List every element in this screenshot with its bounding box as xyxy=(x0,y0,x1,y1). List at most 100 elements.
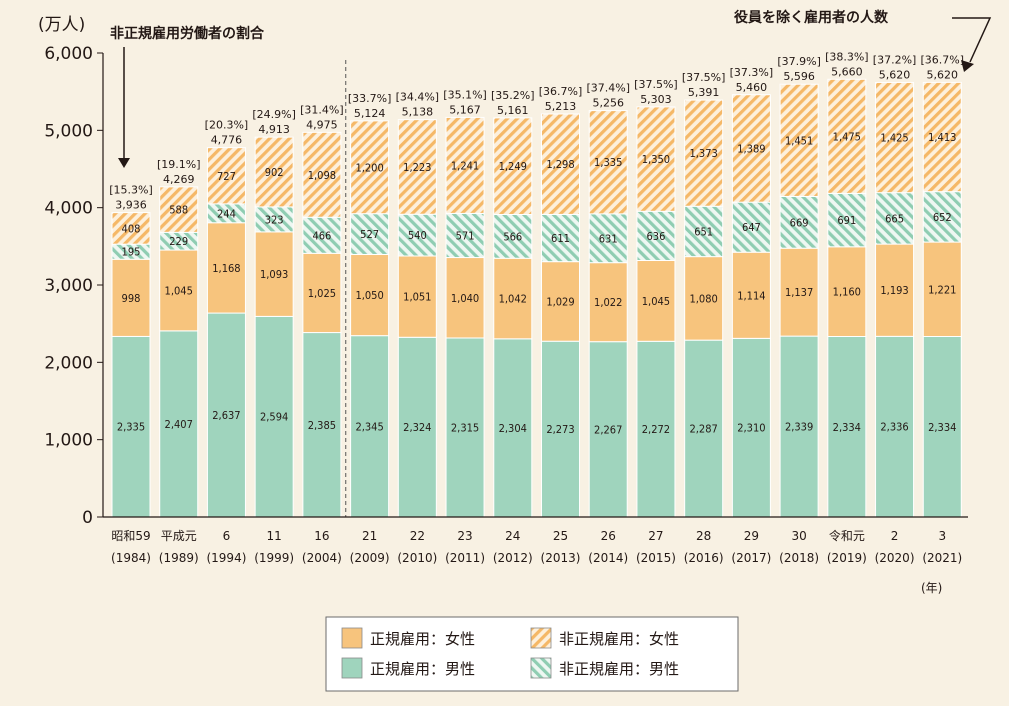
nonregular-ratio-label: [37.4%] xyxy=(586,82,630,95)
nonregular-ratio-label: [19.1%] xyxy=(157,158,201,171)
legend-swatch-nonreg-female xyxy=(530,627,552,649)
bar-segment-reg-male xyxy=(588,341,628,518)
bar-value-label: 2,339 xyxy=(785,421,813,434)
bar-value-label: 195 xyxy=(122,246,141,259)
bar-segment-nonreg-female xyxy=(731,94,771,203)
nonregular-ratio-label: [38.3%] xyxy=(825,50,869,63)
x-axis: 昭和59 (1984) 平成元 (1989) 6 (1994) 11 (1999) 16 (200… xyxy=(103,516,968,565)
bar-value-label: 540 xyxy=(408,229,427,242)
bar-value-label: 1,050 xyxy=(355,289,383,302)
legend-label: 正規雇用：女性 xyxy=(370,630,475,648)
bar-value-label: 611 xyxy=(551,232,570,245)
legend-label: 非正規雇用：女性 xyxy=(559,630,679,648)
bar-segment-nonreg-female xyxy=(588,110,628,215)
bar-value-label: 631 xyxy=(599,232,618,245)
bar-segment-nonreg-female xyxy=(302,131,342,218)
bar-segment-nonreg-female xyxy=(684,99,724,207)
y-tick-label: 2,000 xyxy=(44,353,93,373)
bar-segment-reg-female xyxy=(350,253,390,337)
bar-value-label: 1,425 xyxy=(880,132,908,145)
bar-value-label: 2,272 xyxy=(642,423,670,436)
bar-value-label: 1,022 xyxy=(594,296,622,309)
bar-value-label: 527 xyxy=(360,228,379,241)
bar-segment-reg-female xyxy=(397,255,437,338)
bar-value-label: 566 xyxy=(503,230,522,243)
bar-value-label: 1,042 xyxy=(499,293,527,306)
bar-segment-reg-female xyxy=(445,257,485,339)
x-category-label-year: (2015) xyxy=(636,551,676,565)
bar-segment-nonreg-female xyxy=(636,106,676,212)
y-tick-label: 6,000 xyxy=(44,44,93,64)
bar-segment-nonreg-female xyxy=(206,147,246,205)
total-label: 5,460 xyxy=(736,81,768,94)
nonregular-ratio-label: [35.1%] xyxy=(443,88,487,101)
y-unit-label: (万人) xyxy=(38,15,85,35)
bar-value-label: 2,273 xyxy=(546,423,574,436)
bar-value-label: 1,098 xyxy=(308,169,336,182)
bar-value-label: 1,029 xyxy=(546,295,574,308)
total-label: 5,161 xyxy=(497,104,529,117)
total-label: 5,660 xyxy=(831,65,863,78)
bar-value-label: 2,385 xyxy=(308,419,336,432)
bar-segment-reg-female xyxy=(159,249,199,332)
bar-value-label: 1,045 xyxy=(165,284,193,297)
bar-value-label: 571 xyxy=(456,229,475,242)
bar-value-label: 1,451 xyxy=(785,134,813,147)
x-category-label-era: 25 xyxy=(553,529,568,543)
x-category-label-era: 30 xyxy=(791,529,806,543)
legend-swatch-reg-female xyxy=(341,627,363,649)
x-category-label-year: (1999) xyxy=(254,551,294,565)
bar-segment-reg-male xyxy=(159,330,199,518)
total-label: 5,138 xyxy=(402,106,434,119)
x-category-label-year: (1984) xyxy=(111,551,151,565)
y-tick-label: 1,000 xyxy=(44,431,93,451)
bar-value-label: 1,373 xyxy=(690,147,718,160)
bar-value-label: 1,475 xyxy=(833,130,861,143)
bar-value-label: 1,413 xyxy=(928,131,956,144)
total-label: 4,975 xyxy=(306,118,338,131)
nonregular-ratio-label: [31.4%] xyxy=(300,103,344,116)
x-category-label-year: (1994) xyxy=(206,551,246,565)
bar-value-label: 1,025 xyxy=(308,287,336,300)
legend-label: 正規雇用：男性 xyxy=(370,660,475,678)
bar-value-label: 1,168 xyxy=(212,262,240,275)
bar-value-label: 1,249 xyxy=(499,160,527,173)
bar-segment-nonreg-male xyxy=(493,213,533,259)
bar-segment-nonreg-male xyxy=(636,210,676,261)
bar-segment-nonreg-female xyxy=(254,136,294,208)
total-label: 5,303 xyxy=(640,93,672,106)
x-category-label-year: (1989) xyxy=(159,551,199,565)
bar-value-label: 1,093 xyxy=(260,268,288,281)
nonregular-ratio-label: [36.7%] xyxy=(539,85,583,98)
x-category-label-era: 29 xyxy=(744,529,759,543)
x-category-label-year: (2020) xyxy=(875,551,915,565)
bar-segment-reg-female xyxy=(206,222,246,314)
bar-value-label: 2,324 xyxy=(403,421,431,434)
x-category-label-year: (2021) xyxy=(922,551,962,565)
bar-segment-reg-male xyxy=(397,336,437,518)
bar-segment-nonreg-male xyxy=(922,191,962,243)
x-category-label-era: 昭和59 xyxy=(111,529,150,543)
bar-segment-reg-female xyxy=(636,259,676,342)
bar-value-label: 1,241 xyxy=(451,159,479,172)
x-category-label-era: 28 xyxy=(696,529,711,543)
total-label: 5,213 xyxy=(545,100,577,113)
bar-segment-nonreg-male xyxy=(731,201,771,253)
legend-swatch-reg-male xyxy=(341,657,363,679)
nonregular-ratio-label: [36.7%] xyxy=(921,53,965,66)
nonregular-ratio-label: [15.3%] xyxy=(109,184,153,197)
bar-segment-reg-male xyxy=(111,335,151,518)
bar-segment-nonreg-male xyxy=(397,213,437,257)
x-category-label-era: 26 xyxy=(601,529,616,543)
bar-value-label: 651 xyxy=(694,225,713,238)
bar-segment-reg-female xyxy=(302,252,342,334)
x-category-label-era: 令和元 xyxy=(829,528,865,543)
bar-segment-nonreg-female xyxy=(922,81,962,193)
x-category-label-era: 24 xyxy=(505,529,520,543)
bar-value-label: 2,304 xyxy=(499,422,527,435)
bar-segment-reg-female xyxy=(875,243,915,337)
total-label: 4,269 xyxy=(163,173,195,186)
bar-segment-reg-male xyxy=(875,335,915,518)
bar-value-label: 323 xyxy=(265,213,284,226)
